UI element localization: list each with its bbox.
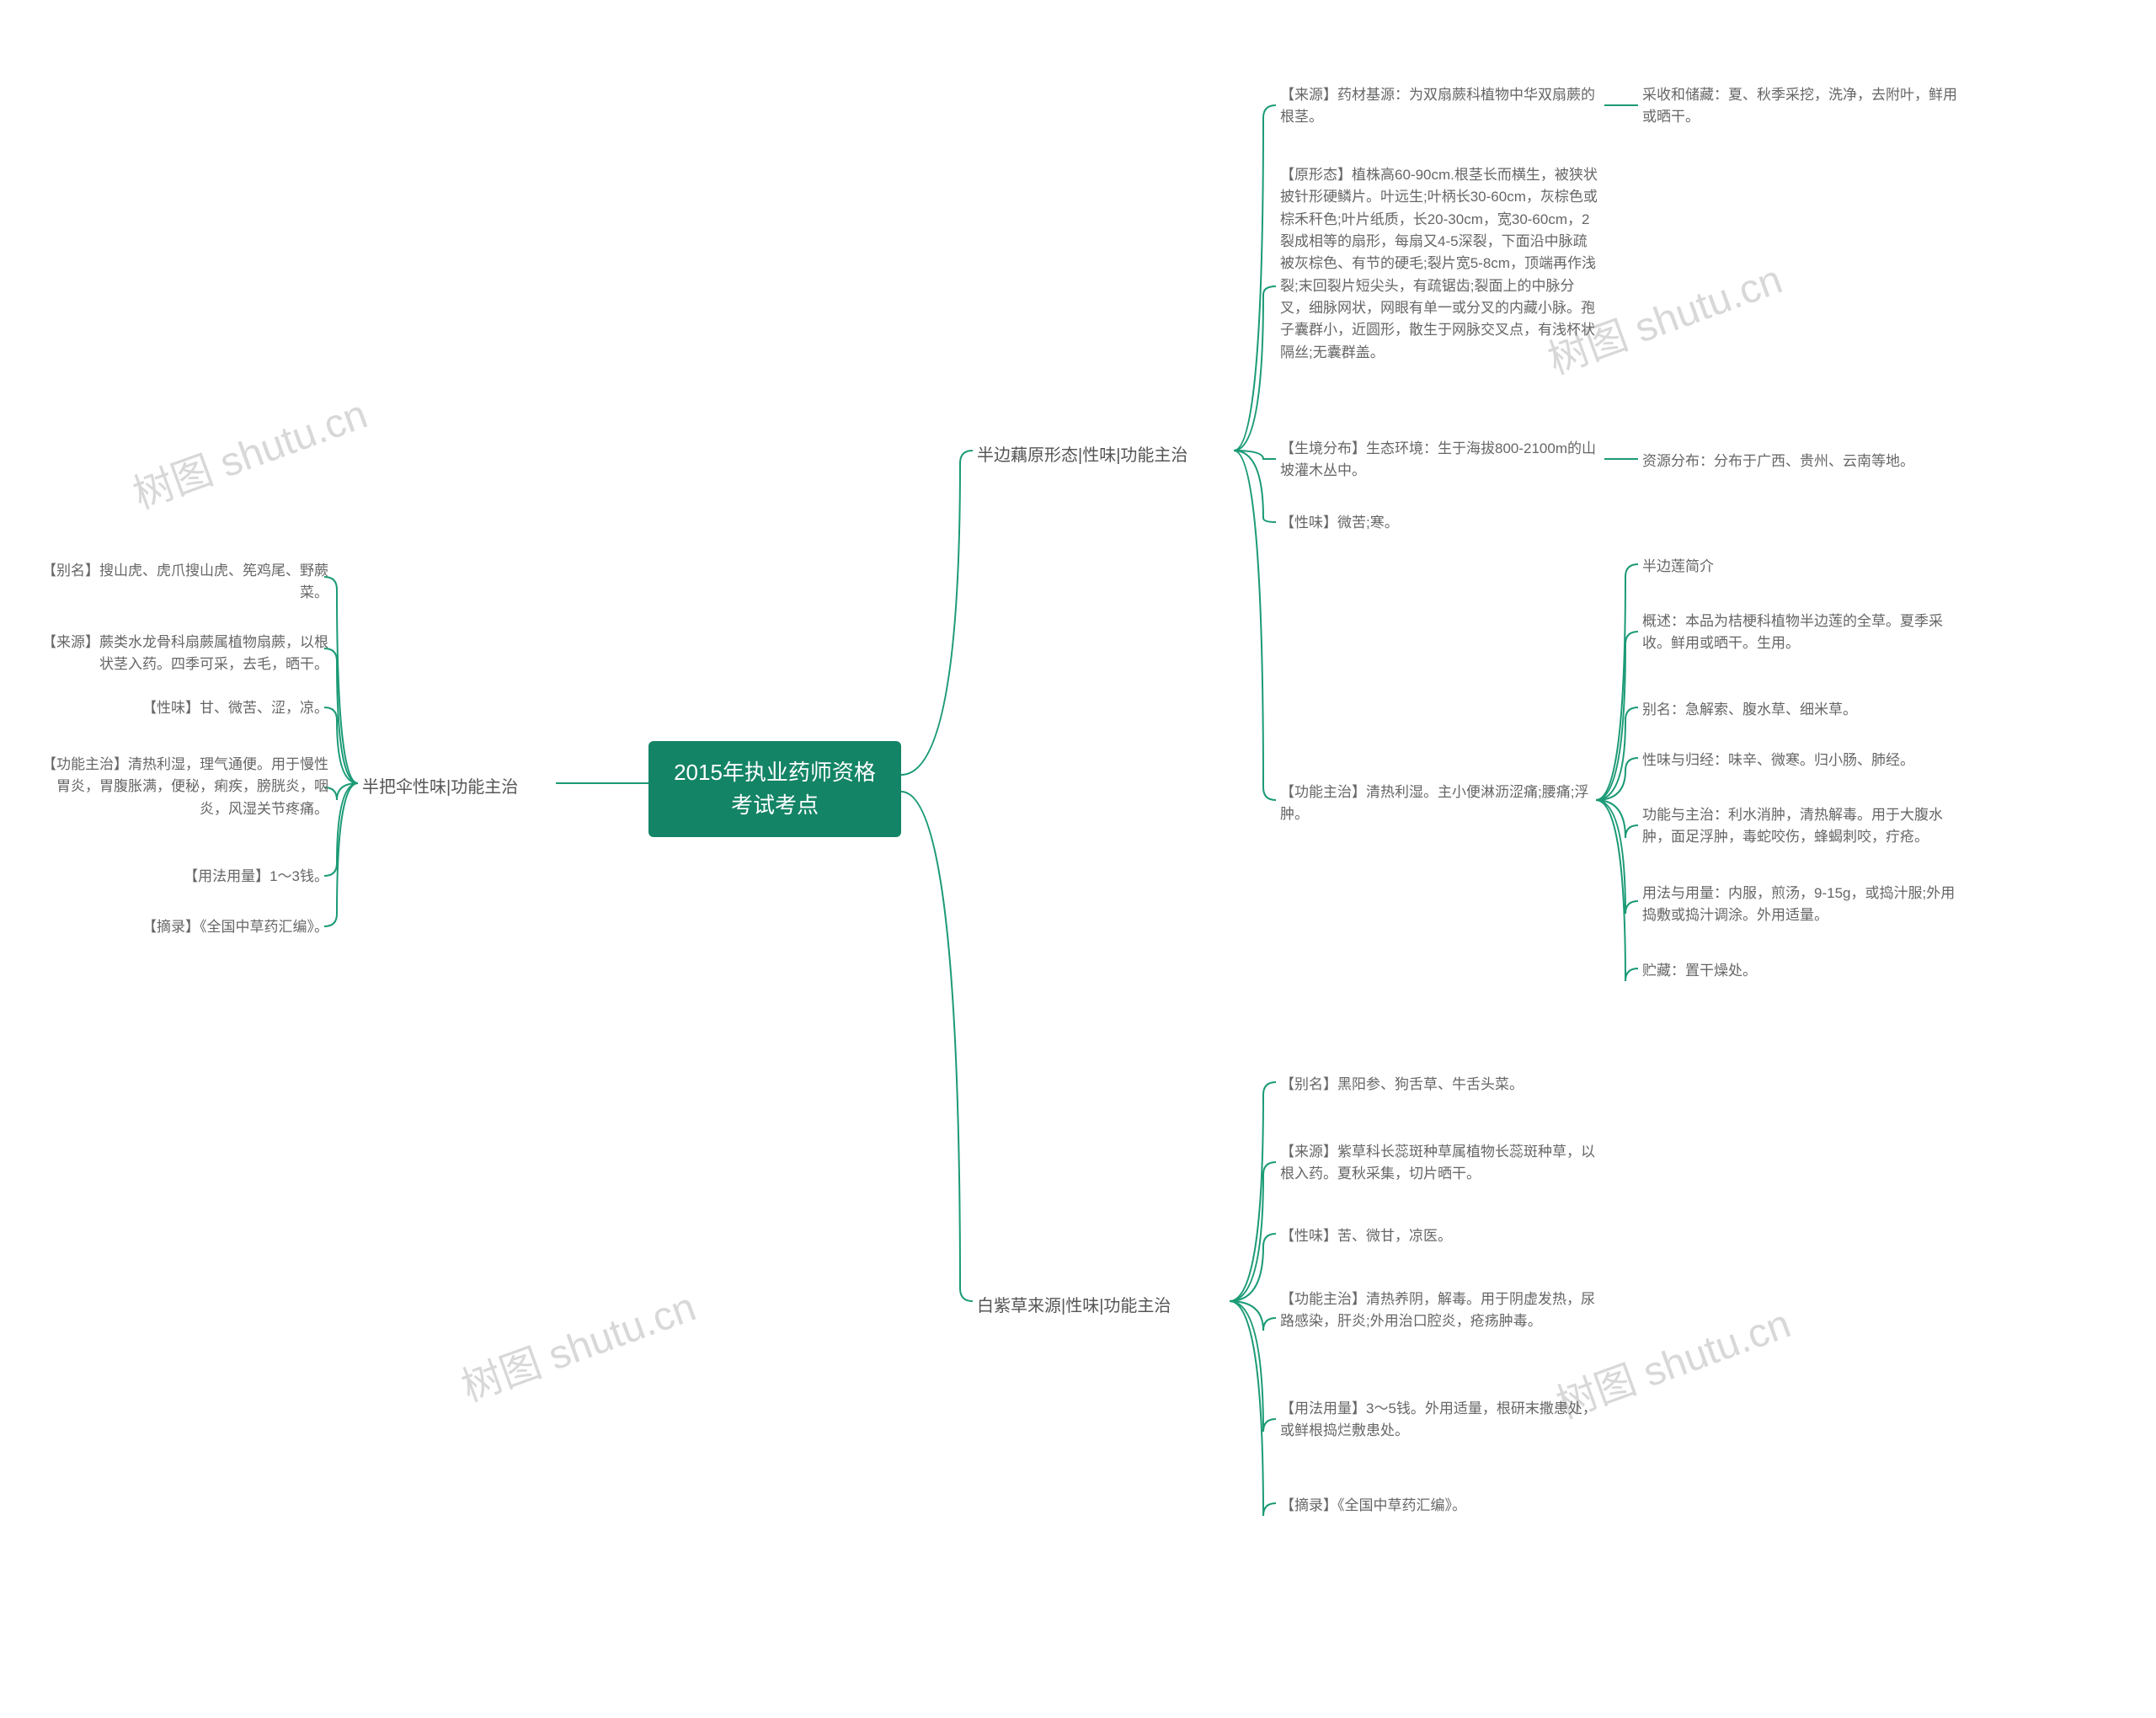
left-leaf: 【来源】蕨类水龙骨科扇蕨属植物扇蕨，以根状茎入药。四季可采，去毛，晒干。	[42, 632, 328, 676]
rb-leaf: 【性味】苦、微甘，凉医。	[1280, 1225, 1600, 1247]
rt-leaf: 【原形态】植株高60-90cm.根茎长而横生，被狭状披针形硬鳞片。叶远生;叶柄长…	[1280, 164, 1600, 364]
watermark: 树图 shutu.cn	[452, 1273, 702, 1412]
rt-sub: 功能与主治：利水消肿，清热解毒。用于大腹水肿，面足浮肿，毒蛇咬伤，蜂蝎刺咬，疔疮…	[1642, 804, 1962, 849]
rt-sub: 用法与用量：内服，煎汤，9-15g，或捣汁服;外用捣敷或捣汁调涂。外用适量。	[1642, 883, 1962, 927]
rt-leaf: 【功能主治】清热利湿。主小便淋沥涩痛;腰痛;浮肿。	[1280, 782, 1592, 826]
rt-sub: 性味与归经：味辛、微寒。归小肠、肺经。	[1642, 750, 1962, 771]
rt-sub: 别名：急解索、腹水草、细米草。	[1642, 699, 1962, 721]
rb-leaf: 【来源】紫草科长蕊斑种草属植物长蕊斑种草，以根入药。夏秋采集，切片晒干。	[1280, 1141, 1600, 1186]
rb-leaf: 【用法用量】3～5钱。外用适量，根研末撒患处，或鲜根捣烂敷患处。	[1280, 1398, 1600, 1443]
left-leaf: 【功能主治】清热利湿，理气通便。用于慢性胃炎，胃腹胀满，便秘，痢疾，膀胱炎，咽炎…	[42, 754, 328, 820]
rt-sub: 概述：本品为桔梗科植物半边莲的全草。夏季采收。鲜用或晒干。生用。	[1642, 611, 1962, 655]
left-branch-label[interactable]: 半把伞性味|功能主治	[362, 773, 518, 798]
center-node[interactable]: 2015年执业药师资格考试考点	[648, 741, 901, 837]
left-leaf: 【摘录】《全国中草药汇编》。	[42, 916, 328, 938]
rt-sub: 资源分布：分布于广西、贵州、云南等地。	[1642, 451, 1962, 472]
rb-leaf: 【别名】黑阳参、狗舌草、牛舌头菜。	[1280, 1074, 1600, 1096]
right-bottom-branch-label[interactable]: 白紫草来源|性味|功能主治	[977, 1292, 1171, 1316]
connector-lines	[0, 0, 2156, 1718]
left-leaf: 【性味】甘、微苦、涩，凉。	[42, 697, 328, 719]
left-leaf: 【别名】搜山虎、虎爪搜山虎、筅鸡尾、野蕨菜。	[42, 560, 328, 605]
rt-sub: 贮藏：置干燥处。	[1642, 960, 1962, 982]
rb-leaf: 【功能主治】清热养阴，解毒。用于阴虚发热，尿路感染，肝炎;外用治口腔炎，疮疡肿毒…	[1280, 1288, 1600, 1333]
right-top-branch-label[interactable]: 半边藕原形态|性味|功能主治	[977, 441, 1187, 466]
rt-leaf: 【生境分布】生态环境：生于海拔800-2100m的山坡灌木丛中。	[1280, 438, 1600, 483]
rt-sub: 采收和储藏：夏、秋季采挖，洗净，去附叶，鲜用或晒干。	[1642, 84, 1962, 129]
rt-leaf: 【性味】微苦;寒。	[1280, 512, 1600, 534]
rt-leaf: 【来源】药材基源：为双扇蕨科植物中华双扇蕨的根茎。	[1280, 84, 1600, 129]
watermark: 树图 shutu.cn	[124, 381, 374, 520]
rt-sub: 半边莲简介	[1642, 556, 1962, 578]
left-leaf: 【用法用量】1～3钱。	[42, 866, 328, 888]
rb-leaf: 【摘录】《全国中草药汇编》。	[1280, 1495, 1600, 1517]
